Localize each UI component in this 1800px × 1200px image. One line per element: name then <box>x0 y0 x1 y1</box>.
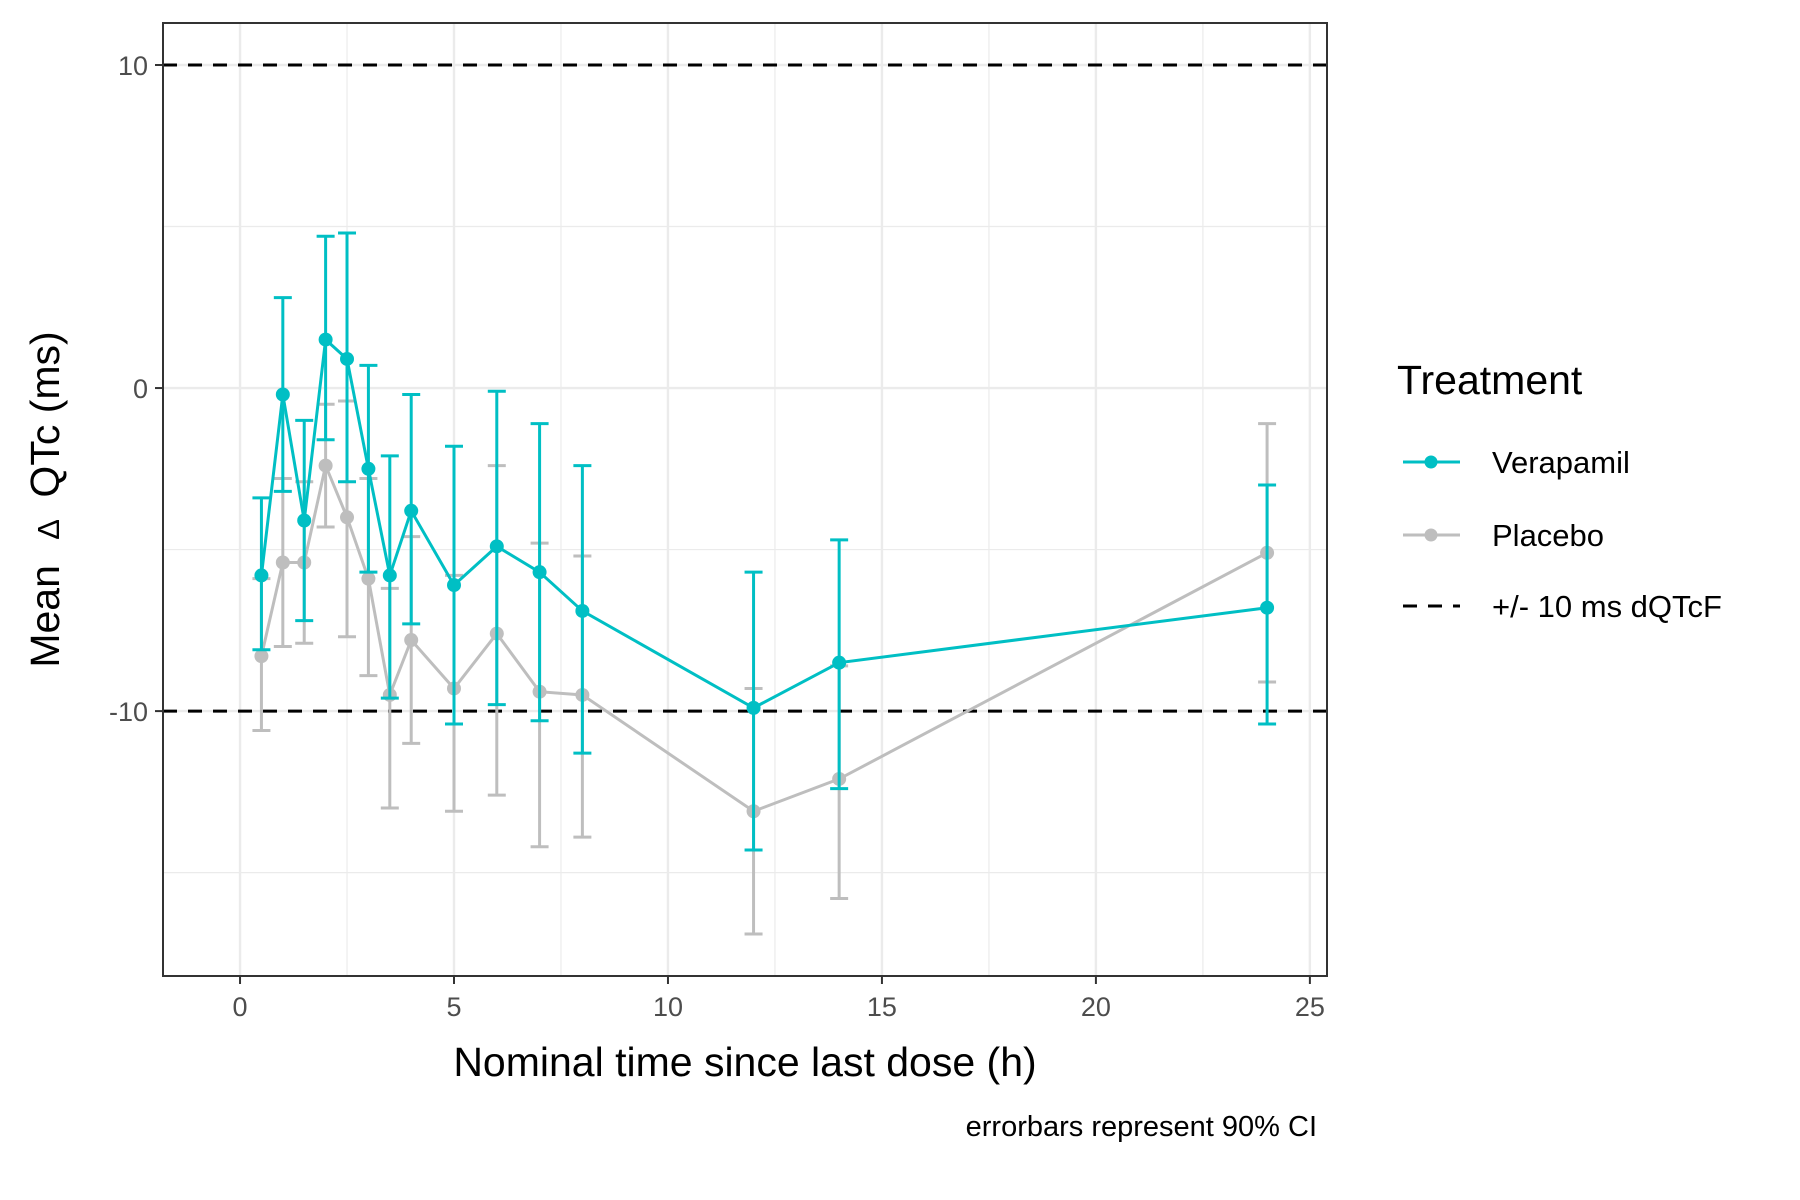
x-tick-label: 20 <box>1081 992 1111 1022</box>
data-point-placebo <box>340 510 355 525</box>
data-point-verapamil <box>575 603 590 618</box>
legend-key-verapamil-point <box>1424 455 1438 469</box>
y-axis-title-prefix: Mean <box>22 565 68 668</box>
plot-panel-border <box>162 22 1328 977</box>
data-point-verapamil <box>382 568 397 583</box>
data-point-verapamil <box>832 655 847 670</box>
data-point-verapamil <box>746 700 761 715</box>
reference-lines <box>163 63 1327 713</box>
grid-major <box>163 23 1327 976</box>
y-axis-title: Mean Δ QTc (ms) <box>22 331 68 667</box>
data-point-verapamil <box>404 503 419 518</box>
x-tick-label: 10 <box>653 992 683 1022</box>
data-point-verapamil <box>275 387 290 402</box>
legend: Treatment Verapamil Placebo +/- 10 ms dQ… <box>1397 357 1722 624</box>
legend-item-placebo: Placebo <box>1403 518 1604 553</box>
legend-key-placebo-point <box>1424 528 1438 542</box>
data-point-verapamil <box>1260 600 1275 615</box>
y-tick-label: 0 <box>133 374 148 404</box>
legend-title: Treatment <box>1397 357 1583 403</box>
y-axis-title-suffix: QTc (ms) <box>22 331 68 497</box>
data-point-placebo <box>275 555 290 570</box>
data-point-verapamil <box>361 461 376 476</box>
data-point-placebo <box>254 649 269 664</box>
x-axis-title: Nominal time since last dose (h) <box>453 1039 1036 1085</box>
legend-item-verapamil: Verapamil <box>1403 445 1630 480</box>
series-layer <box>252 231 1277 936</box>
y-tick-label: 10 <box>118 51 148 81</box>
grid-minor <box>163 23 1327 976</box>
series-verapamil <box>252 231 1277 852</box>
legend-label-verapamil: Verapamil <box>1492 445 1630 480</box>
data-point-verapamil <box>340 351 355 366</box>
series-placebo <box>252 399 1277 936</box>
x-tick-label: 25 <box>1295 992 1325 1022</box>
data-point-verapamil <box>489 539 504 554</box>
y-tick-label: -10 <box>109 697 148 727</box>
delta-symbol: Δ <box>31 519 66 540</box>
data-point-placebo <box>318 458 333 473</box>
legend-item-reference: +/- 10 ms dQTcF <box>1403 589 1722 624</box>
data-point-verapamil <box>532 565 547 580</box>
data-point-verapamil <box>318 332 333 347</box>
data-point-placebo <box>361 571 376 586</box>
data-point-placebo <box>404 633 419 648</box>
x-tick-label: 0 <box>233 992 248 1022</box>
legend-label-reference: +/- 10 ms dQTcF <box>1492 589 1722 624</box>
data-point-verapamil <box>447 578 461 593</box>
axis-ticks: 0 5 10 15 20 25 -10 0 10 <box>109 51 1325 1022</box>
chart-caption: errorbars represent 90% CI <box>966 1111 1317 1143</box>
legend-label-placebo: Placebo <box>1492 518 1604 553</box>
data-point-verapamil <box>254 568 269 583</box>
data-point-verapamil <box>297 513 312 528</box>
x-tick-label: 5 <box>446 992 461 1022</box>
x-tick-label: 15 <box>867 992 897 1022</box>
